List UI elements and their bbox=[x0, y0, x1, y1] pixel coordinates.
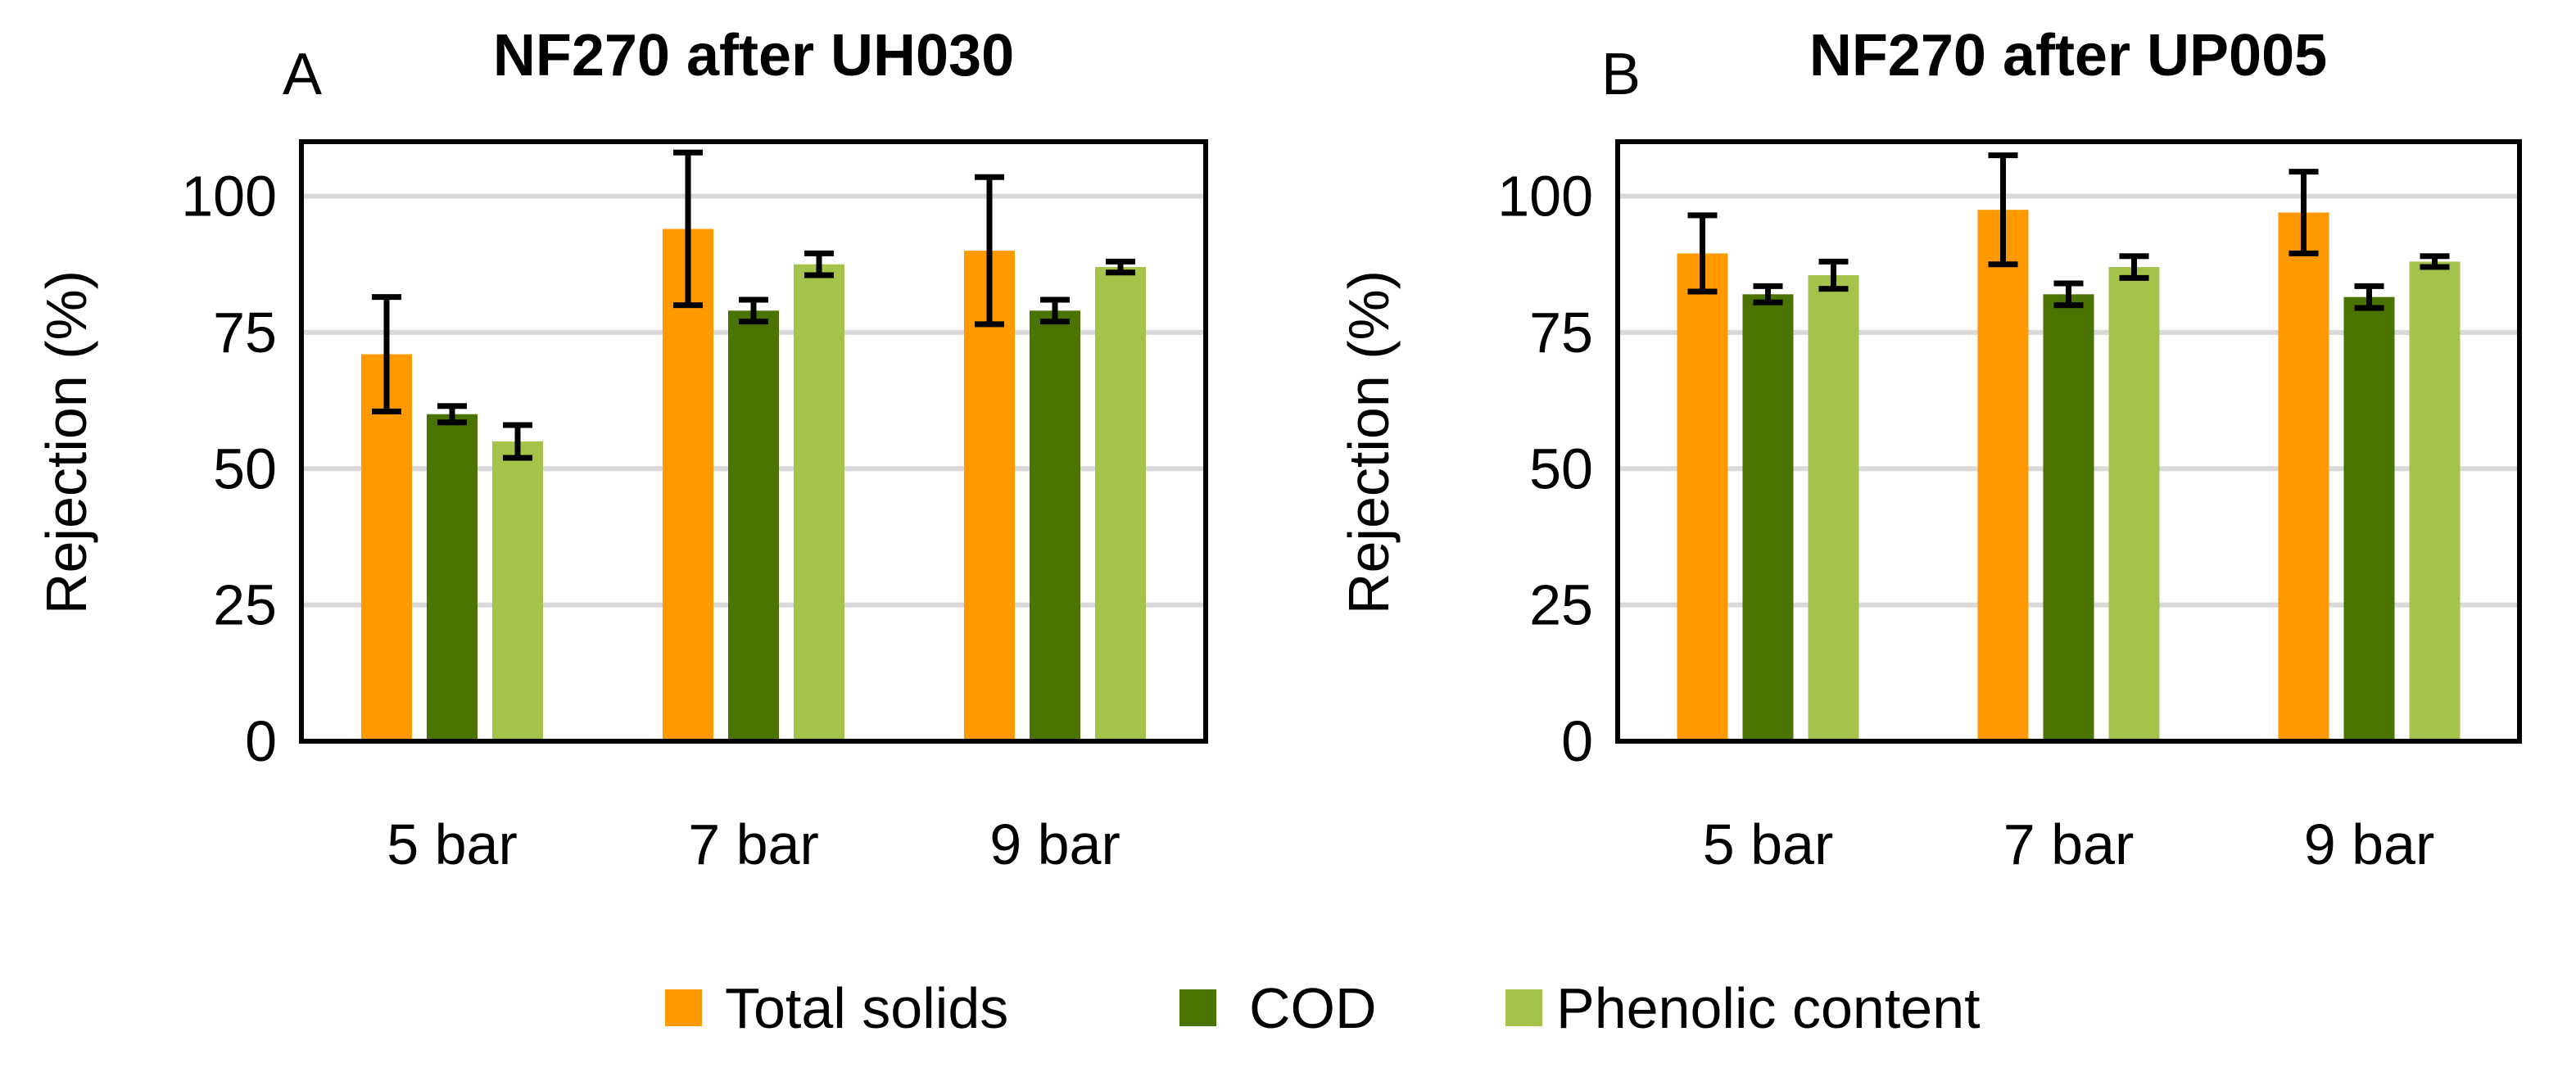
bar-b-cod-9bar bbox=[2343, 296, 2395, 741]
bar-a-total-solids-7bar bbox=[663, 229, 713, 741]
error-bar-a-phenolic-5bar bbox=[503, 422, 532, 461]
error-bar-b-total-solids-9bar bbox=[2289, 169, 2319, 256]
y-tick-label-b-25: 25 bbox=[1529, 573, 1593, 637]
error-bar-b-total-solids-5bar bbox=[1687, 212, 1718, 295]
bar-a-cod-5bar bbox=[427, 414, 478, 741]
y-tick-label-a-75: 75 bbox=[213, 301, 277, 364]
error-bar-b-phenolic-5bar bbox=[1818, 258, 1849, 292]
x-tick-label-b-9bar: 9 bar bbox=[2304, 812, 2435, 876]
legend: Total solids COD Phenolic content bbox=[665, 976, 1981, 1040]
y-tick-label-a-50: 50 bbox=[213, 437, 277, 500]
panel-label-b: B bbox=[1601, 42, 1641, 107]
bar-b-total-solids-5bar bbox=[1677, 253, 1728, 741]
error-bar-b-total-solids-7bar bbox=[1988, 152, 2018, 268]
chart-title-b: NF270 after UP005 bbox=[1809, 23, 2327, 88]
panel-label-a: A bbox=[283, 42, 322, 107]
x-tick-label-a-5bar: 5 bar bbox=[387, 812, 518, 876]
bar-b-phenolic-7bar bbox=[2108, 267, 2160, 741]
chart-panel-b: B NF270 after UP005 Rejection (%) 0 25 50 7… bbox=[1337, 23, 2522, 876]
y-tick-label-b-100: 100 bbox=[1497, 165, 1593, 229]
bar-a-total-solids-5bar bbox=[361, 354, 412, 741]
chart-title-a: NF270 after UH030 bbox=[493, 23, 1014, 88]
bar-a-cod-7bar bbox=[728, 310, 779, 742]
bar-a-phenolic-9bar bbox=[1095, 267, 1146, 741]
y-tick-label-b-50: 50 bbox=[1529, 437, 1593, 500]
error-bar-a-total-solids-7bar bbox=[673, 149, 703, 309]
bar-b-phenolic-5bar bbox=[1808, 275, 1859, 741]
bar-a-cod-9bar bbox=[1030, 310, 1080, 742]
bar-a-total-solids-9bar bbox=[964, 251, 1015, 741]
plot-frame-a bbox=[299, 139, 1208, 744]
legend-swatch-cod bbox=[1179, 989, 1216, 1026]
x-tick-label-a-7bar: 7 bar bbox=[688, 812, 819, 876]
error-bar-b-phenolic-9bar bbox=[2420, 253, 2450, 270]
legend-swatch-phenolic bbox=[1505, 989, 1542, 1026]
error-bar-a-cod-9bar bbox=[1040, 296, 1070, 325]
legend-swatch-total-solids bbox=[665, 989, 702, 1026]
y-tick-label-b-75: 75 bbox=[1529, 301, 1593, 364]
chart-panel-a: A NF270 after UH030 Rejection (%) 0 25 50 7… bbox=[34, 23, 1208, 876]
error-bar-a-total-solids-9bar bbox=[975, 174, 1004, 328]
error-bar-a-cod-5bar bbox=[437, 403, 467, 426]
error-bar-b-phenolic-7bar bbox=[2119, 253, 2149, 281]
y-tick-label-a-25: 25 bbox=[213, 573, 277, 637]
bar-b-cod-7bar bbox=[2043, 294, 2094, 741]
y-axis-label-b: Rejection (%) bbox=[1337, 270, 1401, 614]
error-bar-a-cod-7bar bbox=[739, 296, 768, 325]
bar-b-total-solids-7bar bbox=[1977, 210, 2029, 741]
y-tick-label-a-0: 0 bbox=[245, 709, 277, 773]
x-tick-label-b-7bar: 7 bar bbox=[2003, 812, 2135, 876]
x-tick-label-a-9bar: 9 bar bbox=[989, 812, 1120, 876]
bar-b-cod-5bar bbox=[1742, 294, 1794, 741]
plot-frame-b bbox=[1615, 139, 2522, 744]
bar-b-total-solids-9bar bbox=[2278, 212, 2329, 741]
bar-b-phenolic-9bar bbox=[2409, 261, 2461, 741]
error-bar-a-total-solids-5bar bbox=[372, 294, 401, 414]
bar-a-phenolic-5bar bbox=[492, 441, 543, 741]
error-bar-b-cod-5bar bbox=[1753, 283, 1783, 305]
error-bar-b-cod-7bar bbox=[2053, 280, 2084, 309]
legend-label-phenolic: Phenolic content bbox=[1556, 976, 1981, 1040]
y-tick-label-a-100: 100 bbox=[181, 165, 277, 229]
y-tick-label-b-0: 0 bbox=[1561, 709, 1593, 773]
error-bar-a-phenolic-9bar bbox=[1106, 258, 1135, 276]
error-bar-b-cod-9bar bbox=[2354, 283, 2384, 311]
x-tick-label-b-5bar: 5 bar bbox=[1703, 812, 1834, 876]
error-bar-a-phenolic-7bar bbox=[804, 250, 834, 278]
y-axis-label-a: Rejection (%) bbox=[34, 270, 98, 614]
bar-a-phenolic-7bar bbox=[794, 264, 844, 741]
legend-label-cod: COD bbox=[1249, 976, 1377, 1040]
legend-label-total-solids: Total solids bbox=[725, 976, 1008, 1040]
